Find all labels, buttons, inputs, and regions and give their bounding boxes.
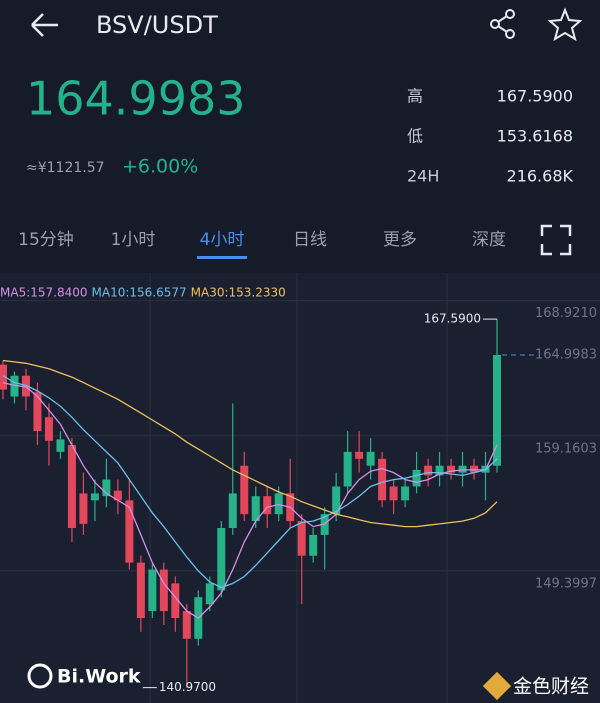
stat-label: 24H bbox=[407, 167, 439, 186]
candle-body bbox=[56, 439, 65, 452]
candle-body bbox=[343, 451, 352, 487]
y-tick-label: 149.3997 bbox=[535, 576, 597, 591]
candle-body bbox=[125, 500, 134, 563]
tab[interactable]: 深度 bbox=[472, 230, 506, 250]
indicator-label: MA5:157.8400 bbox=[0, 286, 88, 300]
low-mark-label: 140.9700 bbox=[159, 680, 216, 694]
candle-body bbox=[228, 493, 237, 529]
candle-body bbox=[401, 486, 410, 501]
candle-body bbox=[355, 451, 364, 459]
candle-body bbox=[90, 493, 99, 501]
candle-body bbox=[458, 465, 467, 473]
change: +6.00% bbox=[122, 156, 198, 178]
candle-body bbox=[447, 465, 456, 473]
candle-body bbox=[136, 562, 145, 618]
tab-underline bbox=[197, 256, 247, 259]
stat-label: 高 bbox=[407, 87, 423, 106]
last-price: 164.9983 bbox=[26, 72, 246, 126]
candle-body bbox=[493, 354, 501, 466]
last-price-label: 164.9983 bbox=[535, 347, 597, 362]
candle-body bbox=[148, 569, 157, 612]
candle-body bbox=[33, 392, 42, 432]
stat-value: 167.5900 bbox=[497, 87, 573, 106]
share-button[interactable] bbox=[490, 9, 515, 39]
candle-body bbox=[44, 417, 53, 441]
candle-body bbox=[297, 521, 306, 556]
tab[interactable]: 15分钟 bbox=[18, 230, 74, 250]
candle-body bbox=[67, 444, 76, 529]
candle-body bbox=[470, 465, 479, 473]
indicator-line bbox=[2, 359, 498, 528]
cny-price: ≈¥1121.57 bbox=[26, 160, 105, 176]
indicator-line bbox=[2, 381, 498, 619]
fullscreen-button[interactable] bbox=[540, 224, 572, 256]
candle-body bbox=[240, 465, 249, 515]
candle-body bbox=[159, 569, 168, 612]
plot bbox=[0, 319, 501, 688]
candle-body bbox=[366, 451, 375, 466]
watermark: Bi.Work bbox=[57, 666, 141, 688]
candle-body bbox=[171, 583, 180, 618]
candle-body bbox=[205, 583, 214, 605]
candle-body bbox=[412, 469, 421, 487]
candle-body bbox=[113, 490, 122, 501]
candle-body bbox=[378, 458, 387, 501]
candle-body bbox=[332, 486, 341, 515]
candle-body bbox=[274, 493, 283, 515]
candle-body bbox=[182, 611, 191, 639]
logo bbox=[482, 671, 512, 701]
stat-value: 216.68K bbox=[507, 167, 574, 186]
favorite-button[interactable] bbox=[547, 7, 583, 42]
indicator-line bbox=[2, 375, 498, 589]
candle-body bbox=[79, 493, 88, 524]
tab[interactable]: 1小时 bbox=[111, 230, 156, 250]
logo bbox=[27, 663, 53, 689]
candle-body bbox=[309, 534, 318, 556]
high-mark-label: 167.5900 bbox=[424, 312, 481, 326]
tab[interactable]: 更多 bbox=[383, 230, 417, 250]
candle-body bbox=[217, 528, 226, 591]
candle-body bbox=[251, 496, 260, 522]
candle-body bbox=[424, 465, 433, 476]
candle-body bbox=[435, 465, 444, 476]
candle-body bbox=[263, 496, 272, 515]
stat-value: 153.6168 bbox=[497, 127, 573, 146]
candle-body bbox=[10, 375, 19, 397]
y-tick-label: 159.1603 bbox=[535, 441, 597, 456]
pair-title: BSV/USDT bbox=[96, 11, 218, 39]
back-button[interactable] bbox=[31, 13, 58, 37]
watermark: 金色财经 bbox=[513, 676, 589, 698]
y-tick-label: 168.9210 bbox=[535, 306, 597, 321]
indicator-label: MA10:156.6577 bbox=[92, 286, 187, 300]
candle-body bbox=[102, 479, 111, 497]
chart-area bbox=[0, 273, 600, 703]
stat-label: 低 bbox=[407, 127, 423, 146]
candle-body bbox=[0, 364, 7, 390]
tab[interactable]: 4小时 bbox=[200, 230, 245, 250]
candle-body bbox=[389, 486, 398, 501]
tab[interactable]: 日线 bbox=[293, 230, 327, 250]
indicator-label: MA30:153.2330 bbox=[191, 286, 286, 300]
